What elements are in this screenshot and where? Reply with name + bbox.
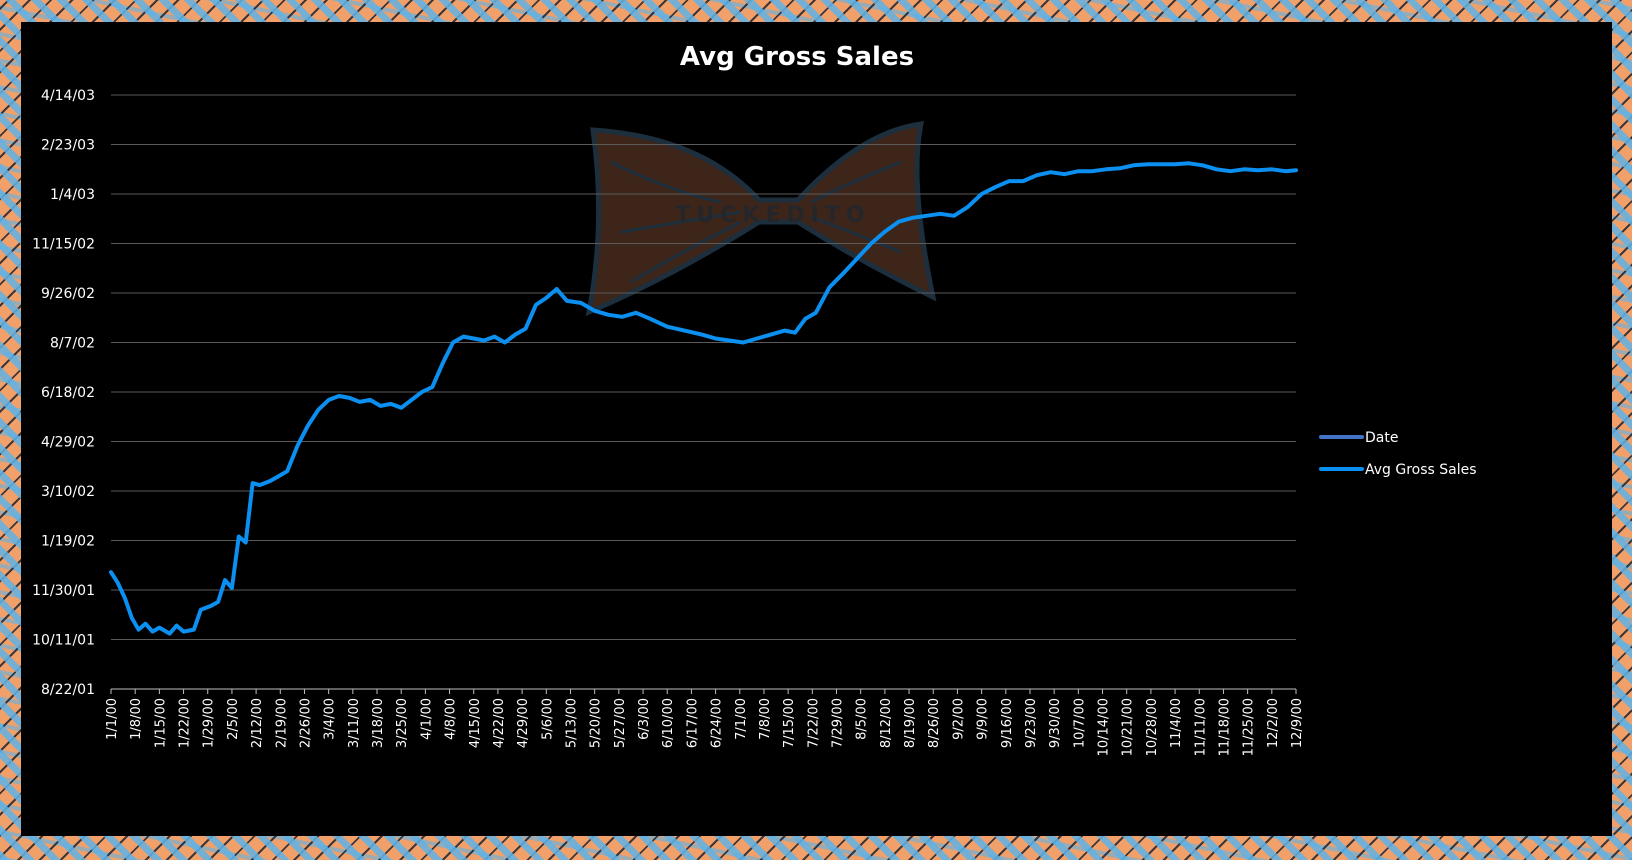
y-tick-label: 11/30/01 bbox=[32, 583, 95, 599]
x-tick-label: 3/18/00 bbox=[371, 698, 386, 748]
y-tick-label: 3/10/02 bbox=[41, 484, 95, 500]
x-tick-label: 8/12/00 bbox=[879, 698, 894, 748]
chart-frame: TUCKEDITO Avg Gross Sales 8/22/01 10/11/0… bbox=[21, 22, 1612, 836]
x-tick-label: 12/9/00 bbox=[1290, 698, 1305, 748]
bow-tie-pattern bbox=[610, 160, 902, 284]
x-tick-label: 9/9/00 bbox=[976, 698, 991, 740]
legend-label: Date bbox=[1365, 430, 1398, 446]
x-tick-label: 1/22/00 bbox=[178, 698, 193, 748]
x-tick-label: 10/7/00 bbox=[1072, 698, 1087, 748]
x-tick-label: 8/26/00 bbox=[927, 698, 942, 748]
x-tick-label: 5/13/00 bbox=[564, 698, 579, 748]
x-axis-tick-labels: 1/1/00 1/8/00 1/15/00 1/22/00 1/29/00 2/5/00 2… bbox=[105, 698, 1305, 756]
x-tick-label: 4/22/00 bbox=[492, 698, 507, 748]
series-line bbox=[109, 161, 1298, 636]
y-tick-label: 1/19/02 bbox=[41, 534, 95, 550]
x-tick-label: 2/26/00 bbox=[298, 698, 313, 748]
y-tick-label: 8/7/02 bbox=[50, 336, 95, 352]
x-tick-label: 4/1/00 bbox=[419, 698, 434, 740]
series-lines bbox=[109, 161, 1298, 636]
bow-tie-icon bbox=[585, 121, 937, 317]
x-tick-label: 6/24/00 bbox=[710, 698, 725, 748]
x-tick-label: 5/20/00 bbox=[589, 698, 604, 748]
x-tick-label: 8/19/00 bbox=[903, 698, 918, 748]
y-tick-label: 2/23/03 bbox=[41, 138, 95, 154]
x-tick-label: 5/27/00 bbox=[613, 698, 628, 748]
y-tick-label: 1/4/03 bbox=[50, 187, 95, 203]
x-tick-label: 11/4/00 bbox=[1169, 698, 1184, 748]
y-tick-label: 11/15/02 bbox=[32, 237, 95, 253]
x-tick-label: 8/5/00 bbox=[855, 698, 870, 740]
y-tick-label: 8/22/01 bbox=[41, 682, 95, 698]
x-tick-label: 4/29/00 bbox=[516, 698, 531, 748]
x-tick-label: 7/8/00 bbox=[758, 698, 773, 740]
x-tick-label: 3/25/00 bbox=[395, 698, 410, 748]
x-tick-label: 1/1/00 bbox=[105, 698, 120, 740]
x-tick-label: 6/3/00 bbox=[637, 698, 652, 740]
x-tick-label: 11/25/00 bbox=[1242, 698, 1257, 756]
y-tick-label: 6/18/02 bbox=[41, 385, 95, 401]
line-chart: TUCKEDITO Avg Gross Sales 8/22/01 10/11/0… bbox=[32, 42, 1477, 756]
y-tick-label: 10/11/01 bbox=[32, 633, 95, 649]
x-tick-label: 7/29/00 bbox=[831, 698, 846, 748]
y-tick-label: 9/26/02 bbox=[41, 286, 95, 302]
x-tick-label: 10/28/00 bbox=[1145, 698, 1160, 756]
legend-label: Avg Gross Sales bbox=[1365, 462, 1477, 478]
x-tick-label: 7/22/00 bbox=[806, 698, 821, 748]
x-tick-label: 1/15/00 bbox=[153, 698, 168, 748]
x-tick-label: 2/19/00 bbox=[274, 698, 289, 748]
x-tick-label: 6/17/00 bbox=[685, 698, 700, 748]
x-tick-label: 4/15/00 bbox=[468, 698, 483, 748]
x-tick-label: 4/8/00 bbox=[444, 698, 459, 740]
x-tick-label: 6/10/00 bbox=[661, 698, 676, 748]
x-tick-label: 11/18/00 bbox=[1217, 698, 1232, 756]
x-tick-label: 9/30/00 bbox=[1048, 698, 1063, 748]
axes bbox=[110, 688, 1297, 694]
x-tick-label: 9/2/00 bbox=[951, 698, 966, 740]
x-tick-label: 9/23/00 bbox=[1024, 698, 1039, 748]
x-tick-label: 3/4/00 bbox=[323, 698, 338, 740]
x-tick-label: 1/29/00 bbox=[202, 698, 217, 748]
x-tick-label: 2/5/00 bbox=[226, 698, 241, 740]
x-tick-label: 12/2/00 bbox=[1266, 698, 1281, 748]
x-tick-label: 9/16/00 bbox=[1000, 698, 1015, 748]
x-tick-label: 5/6/00 bbox=[540, 698, 555, 740]
x-tick-label: 7/15/00 bbox=[782, 698, 797, 748]
x-tick-label: 10/14/00 bbox=[1097, 698, 1112, 756]
y-tick-label: 4/14/03 bbox=[41, 88, 95, 104]
x-tick-label: 10/21/00 bbox=[1121, 698, 1136, 756]
y-axis-tick-labels: 8/22/01 10/11/01 11/30/01 1/19/02 3/10/02 4/2… bbox=[32, 88, 95, 698]
x-tick-label: 3/11/00 bbox=[347, 698, 362, 748]
x-tick-label: 7/1/00 bbox=[734, 698, 749, 740]
watermark-logo: TUCKEDITO bbox=[585, 121, 937, 317]
x-tick-label: 2/12/00 bbox=[250, 698, 265, 748]
chart-title: Avg Gross Sales bbox=[680, 42, 914, 72]
x-tick-label: 11/11/00 bbox=[1193, 698, 1208, 756]
y-tick-label: 4/29/02 bbox=[41, 435, 95, 451]
gridlines bbox=[111, 94, 1296, 640]
x-tick-label: 1/8/00 bbox=[129, 698, 144, 740]
watermark-text: TUCKEDITO bbox=[675, 203, 870, 228]
legend: Date Avg Gross Sales bbox=[1319, 430, 1477, 478]
